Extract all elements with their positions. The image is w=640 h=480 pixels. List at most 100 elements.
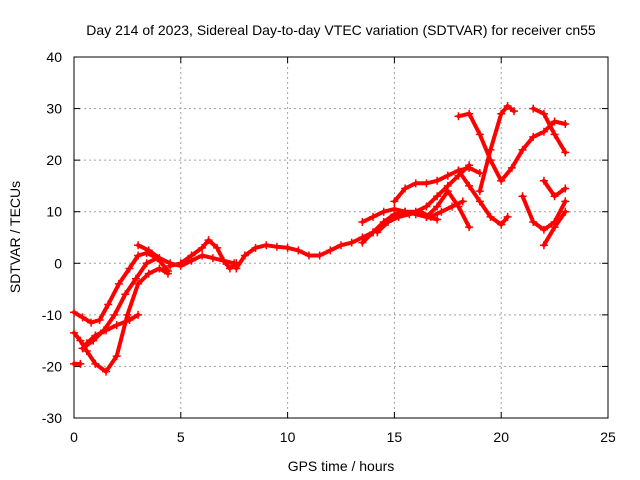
series-line-arc-18: [520, 194, 568, 232]
data-point-marker: [134, 241, 143, 250]
data-point-marker: [358, 218, 367, 227]
data-point-marker: [529, 132, 538, 141]
series-arc-16: [475, 101, 519, 196]
data-point-marker: [187, 251, 196, 260]
data-point-marker: [294, 246, 303, 255]
y-tick-label--20: -20: [42, 358, 62, 374]
data-point-marker: [232, 264, 241, 273]
data-point-marker: [70, 328, 78, 337]
data-point-marker: [112, 352, 121, 361]
data-point-marker: [283, 243, 292, 252]
series-arc-19: [539, 207, 570, 250]
data-point-marker: [510, 107, 519, 116]
data-point-marker: [123, 310, 132, 319]
data-point-marker: [337, 241, 345, 250]
data-point-marker: [550, 117, 559, 126]
series-line-arc-4: [84, 312, 141, 346]
x-tick-label-10: 10: [280, 429, 296, 445]
data-point-marker: [394, 212, 403, 221]
data-point-marker: [497, 109, 506, 118]
data-point-marker: [390, 197, 399, 206]
data-point-marker: [390, 205, 399, 214]
data-point-marker: [163, 269, 172, 278]
series-arc-5: [70, 359, 85, 368]
series-arc-4: [82, 310, 143, 348]
data-series: [70, 101, 570, 376]
data-point-marker: [422, 202, 431, 211]
data-point-marker: [433, 176, 442, 185]
data-point-marker: [561, 148, 570, 157]
data-point-marker: [561, 184, 570, 193]
data-point-marker: [379, 207, 388, 216]
data-point-marker: [539, 109, 548, 118]
data-point-marker: [443, 187, 452, 196]
data-point-marker: [110, 310, 119, 319]
x-tick-label-0: 0: [70, 429, 78, 445]
y-axis-label: SDTVAR / TECUs: [7, 181, 23, 293]
series-arc-17: [529, 104, 570, 157]
series-arc-20: [539, 176, 570, 201]
data-point-marker: [134, 251, 143, 260]
data-point-marker: [78, 313, 87, 322]
data-point-marker: [121, 290, 130, 299]
data-point-marker: [373, 228, 382, 237]
x-tick-label-20: 20: [493, 429, 509, 445]
series-arc-8: [232, 228, 378, 273]
data-point-marker: [315, 251, 324, 260]
data-point-marker: [411, 179, 420, 188]
y-tick-label-10: 10: [46, 204, 62, 220]
data-point-marker: [497, 176, 506, 185]
data-point-marker: [166, 261, 175, 270]
data-point-marker: [433, 215, 442, 224]
data-point-marker: [561, 207, 570, 216]
data-point-marker: [134, 310, 143, 319]
data-point-marker: [465, 181, 474, 190]
axis-ticks: 0 5 10 15 20 25 -30 -20 -10 0 10 20 30 40: [42, 49, 616, 445]
data-point-marker: [454, 112, 463, 121]
data-point-marker: [550, 130, 559, 139]
data-point-marker: [112, 321, 121, 330]
data-point-marker: [550, 192, 559, 201]
series-line-arc-15: [456, 168, 510, 227]
data-point-marker: [486, 145, 495, 154]
y-tick-label-20: 20: [46, 152, 62, 168]
series-line-arc-6: [136, 243, 237, 268]
data-point-marker: [326, 246, 335, 255]
data-point-marker: [82, 339, 91, 348]
data-point-marker: [204, 236, 213, 245]
series-arc-15: [454, 166, 512, 229]
data-point-marker: [272, 242, 281, 251]
data-point-marker: [454, 166, 463, 175]
data-point-marker: [539, 127, 548, 136]
data-point-marker: [198, 243, 207, 252]
series-arc-11: [373, 197, 467, 237]
data-point-marker: [518, 145, 527, 154]
data-point-marker: [539, 225, 548, 234]
data-point-marker: [458, 197, 467, 206]
y-tick-label--30: -30: [42, 410, 62, 426]
data-point-marker: [405, 210, 414, 219]
data-point-marker: [433, 192, 442, 201]
data-point-marker: [76, 359, 85, 368]
data-point-marker: [304, 251, 313, 260]
data-point-marker: [208, 254, 217, 263]
data-point-marker: [76, 336, 85, 345]
data-point-marker: [433, 202, 442, 211]
data-point-marker: [144, 246, 153, 255]
data-point-marker: [155, 254, 164, 263]
data-point-marker: [503, 101, 512, 110]
data-point-marker: [102, 326, 111, 335]
data-point-marker: [475, 187, 484, 196]
data-point-marker: [125, 264, 134, 273]
data-point-marker: [262, 241, 271, 250]
data-point-marker: [102, 367, 111, 376]
data-point-marker: [95, 316, 104, 325]
series-arc-18: [518, 192, 570, 234]
data-point-marker: [486, 212, 495, 221]
data-point-marker: [416, 207, 425, 216]
data-point-marker: [454, 202, 463, 211]
data-point-marker: [539, 176, 548, 185]
data-point-marker: [507, 163, 516, 172]
data-point-marker: [114, 279, 123, 288]
